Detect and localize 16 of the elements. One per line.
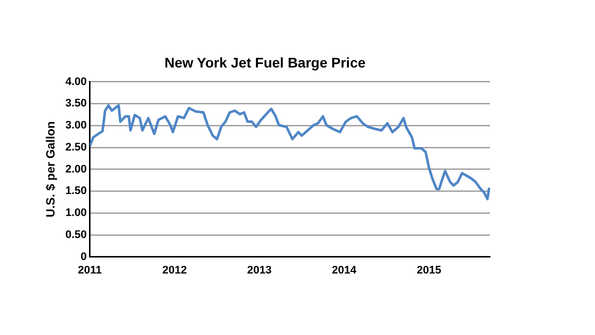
y-tick-label: 0	[80, 250, 87, 263]
y-axis-title: U.S. $ per Gallon	[44, 121, 58, 218]
y-tick-label: 3.50	[65, 98, 87, 110]
chart-title: New York Jet Fuel Barge Price	[164, 54, 366, 70]
x-tick-label: 2015	[416, 264, 442, 276]
x-tick-label: 2014	[332, 264, 358, 276]
x-tick-label: 2011	[78, 264, 102, 276]
x-tick-label: 2013	[247, 264, 272, 276]
y-tick-label: 2.50	[65, 141, 87, 154]
y-tick-label: 4.00	[65, 76, 87, 88]
y-tick-label: 1.00	[65, 207, 87, 220]
y-tick-label: 3.00	[65, 120, 87, 132]
y-tick-label: 1.50	[65, 185, 87, 198]
y-tick-label: 2.00	[65, 163, 87, 176]
y-tick-label: 0.50	[65, 228, 87, 241]
x-tick-label: 2012	[162, 264, 187, 276]
